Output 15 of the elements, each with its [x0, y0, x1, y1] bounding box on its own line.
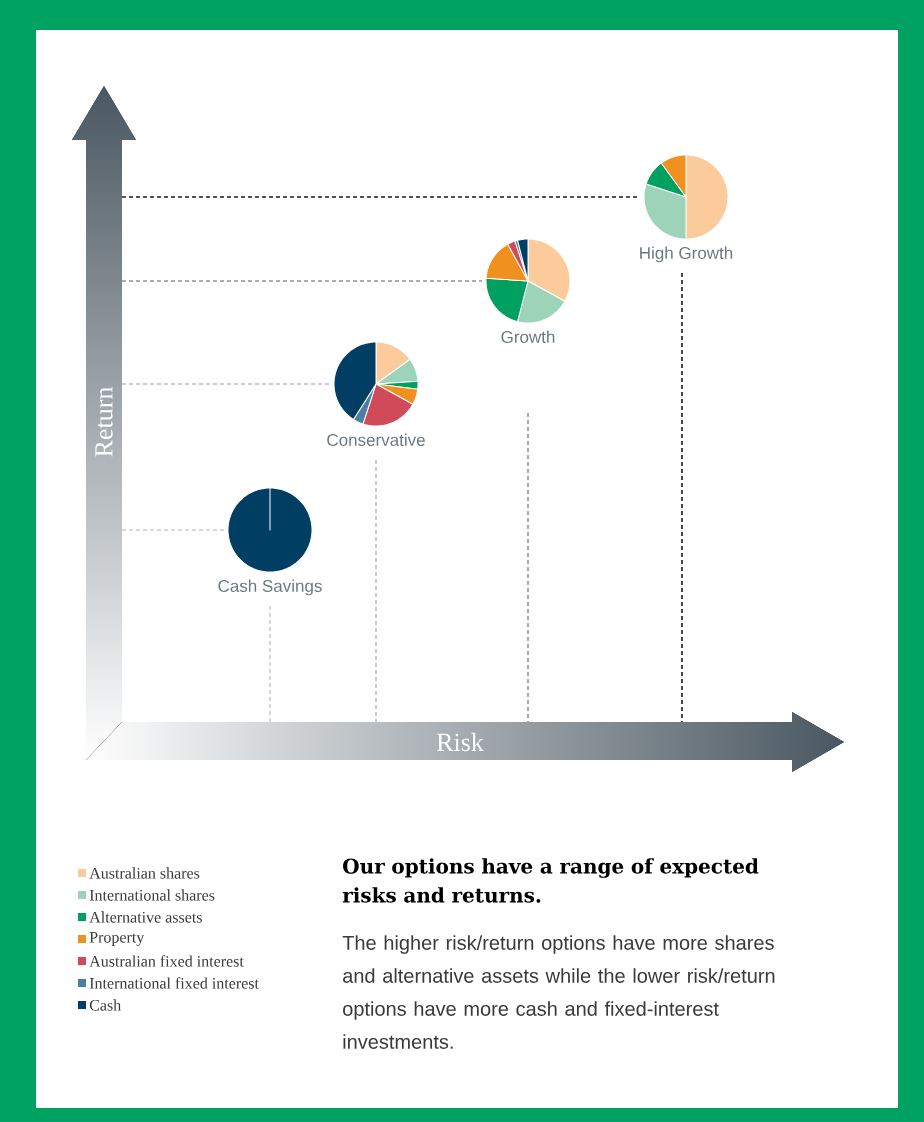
text: Risk: [436, 732, 484, 752]
text: Return: [95, 386, 113, 457]
legend-label: Alternative assets: [89, 911, 202, 923]
text: The higher risk/return options have more shares and alternative assets while the lower risk/return options have more cash and fixed-interest investments.: [342, 935, 775, 1049]
text: High Growth: [640, 246, 733, 263]
legend-label: Cash: [89, 999, 121, 1011]
text: Cash Savings: [218, 579, 322, 596]
text: Conservative: [327, 433, 425, 447]
text: Growth: [501, 330, 555, 344]
legend-label: Australian shares: [89, 867, 200, 879]
legend-label: International shares: [89, 889, 215, 901]
legend-label: Australian fixed interest: [89, 955, 244, 967]
text: Our options have a range of expected risks and returns.: [342, 858, 759, 903]
legend-label: Property: [89, 932, 145, 946]
legend-label: International fixed interest: [89, 977, 259, 989]
